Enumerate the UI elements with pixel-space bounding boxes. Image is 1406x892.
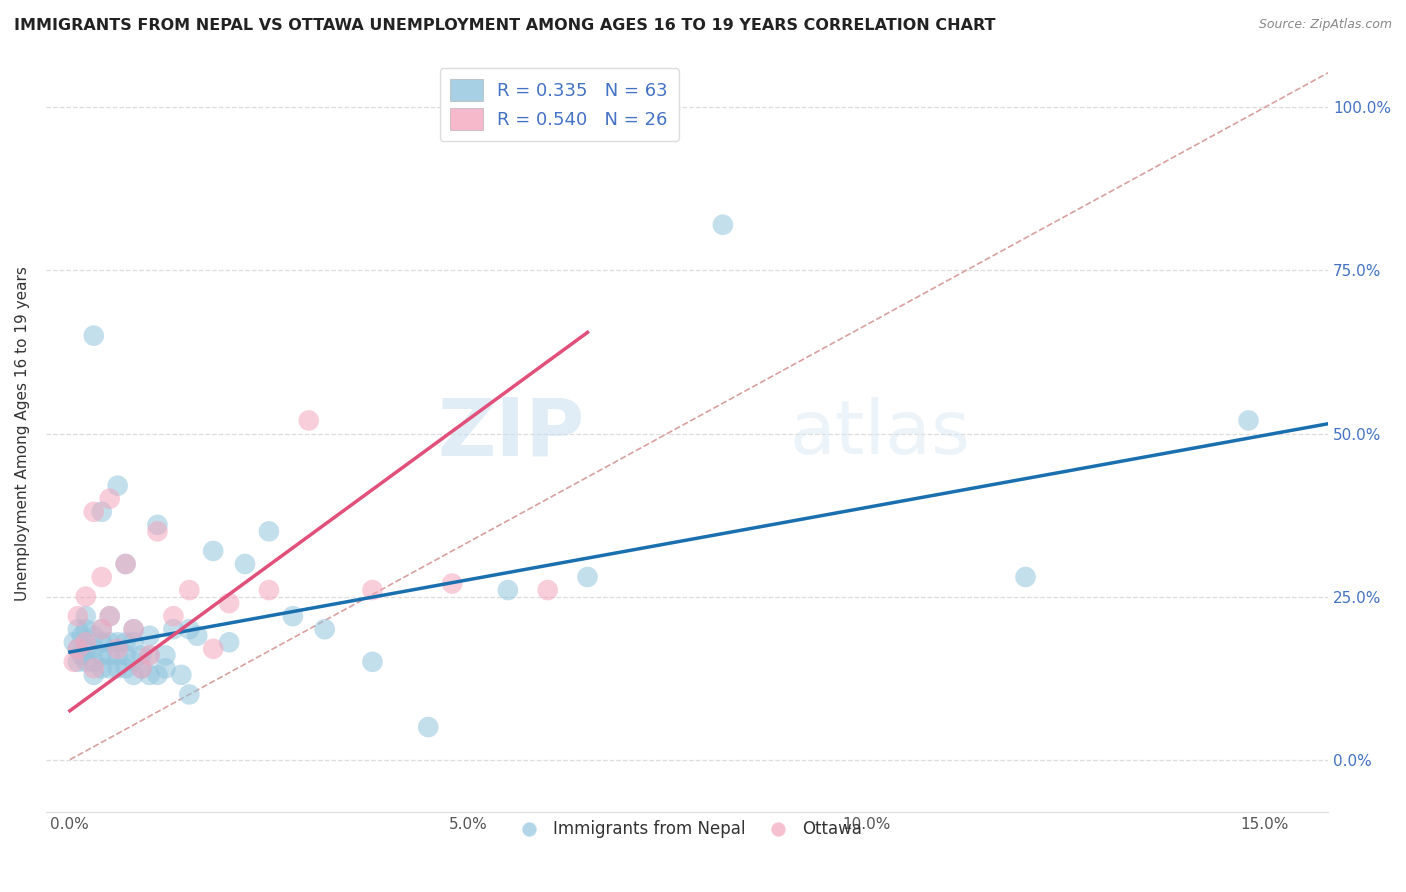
Point	[441, 576, 464, 591]
Point	[66, 655, 89, 669]
Point	[107, 648, 129, 663]
Point	[90, 570, 112, 584]
Point	[537, 583, 560, 598]
Text: atlas: atlas	[790, 397, 970, 470]
Legend: Immigrants from Nepal, Ottawa: Immigrants from Nepal, Ottawa	[506, 814, 869, 845]
Point	[83, 328, 105, 343]
Point	[202, 641, 225, 656]
Point	[90, 635, 112, 649]
Point	[70, 648, 93, 663]
Text: IMMIGRANTS FROM NEPAL VS OTTAWA UNEMPLOYMENT AMONG AGES 16 TO 19 YEARS CORRELATI: IMMIGRANTS FROM NEPAL VS OTTAWA UNEMPLOY…	[14, 18, 995, 33]
Point	[83, 661, 105, 675]
Point	[114, 557, 136, 571]
Point	[314, 622, 336, 636]
Point	[418, 720, 440, 734]
Point	[122, 668, 145, 682]
Point	[63, 655, 86, 669]
Point	[131, 661, 153, 675]
Point	[138, 629, 160, 643]
Point	[218, 635, 240, 649]
Point	[179, 583, 201, 598]
Point	[83, 668, 105, 682]
Point	[138, 648, 160, 663]
Y-axis label: Unemployment Among Ages 16 to 19 years: Unemployment Among Ages 16 to 19 years	[15, 266, 30, 601]
Point	[179, 622, 201, 636]
Point	[1237, 413, 1260, 427]
Point	[66, 609, 89, 624]
Point	[233, 557, 256, 571]
Point	[1014, 570, 1036, 584]
Point	[98, 635, 121, 649]
Point	[107, 479, 129, 493]
Point	[496, 583, 519, 598]
Point	[63, 635, 86, 649]
Point	[162, 622, 184, 636]
Point	[170, 668, 193, 682]
Point	[114, 661, 136, 675]
Point	[138, 648, 160, 663]
Point	[75, 590, 97, 604]
Point	[83, 629, 105, 643]
Point	[122, 635, 145, 649]
Point	[122, 622, 145, 636]
Point	[202, 544, 225, 558]
Point	[257, 524, 280, 539]
Point	[131, 648, 153, 663]
Text: Source: ZipAtlas.com: Source: ZipAtlas.com	[1258, 18, 1392, 31]
Point	[361, 655, 384, 669]
Point	[146, 668, 169, 682]
Point	[66, 641, 89, 656]
Point	[90, 648, 112, 663]
Point	[131, 661, 153, 675]
Point	[98, 609, 121, 624]
Point	[122, 622, 145, 636]
Point	[75, 609, 97, 624]
Point	[90, 505, 112, 519]
Point	[711, 218, 734, 232]
Point	[179, 688, 201, 702]
Point	[146, 517, 169, 532]
Point	[138, 668, 160, 682]
Point	[361, 583, 384, 598]
Point	[162, 609, 184, 624]
Point	[75, 635, 97, 649]
Point	[98, 609, 121, 624]
Point	[98, 491, 121, 506]
Point	[75, 622, 97, 636]
Text: ZIP: ZIP	[437, 394, 585, 473]
Point	[75, 641, 97, 656]
Point	[83, 505, 105, 519]
Point	[122, 655, 145, 669]
Point	[155, 661, 177, 675]
Point	[75, 655, 97, 669]
Point	[298, 413, 321, 427]
Point	[98, 648, 121, 663]
Point	[281, 609, 304, 624]
Point	[107, 661, 129, 675]
Point	[155, 648, 177, 663]
Point	[114, 557, 136, 571]
Point	[83, 641, 105, 656]
Point	[83, 655, 105, 669]
Point	[107, 635, 129, 649]
Point	[114, 648, 136, 663]
Point	[218, 596, 240, 610]
Point	[90, 661, 112, 675]
Point	[107, 641, 129, 656]
Point	[66, 641, 89, 656]
Point	[257, 583, 280, 598]
Point	[146, 524, 169, 539]
Point	[90, 622, 112, 636]
Point	[90, 622, 112, 636]
Point	[70, 629, 93, 643]
Point	[114, 635, 136, 649]
Point	[98, 661, 121, 675]
Point	[186, 629, 208, 643]
Point	[576, 570, 599, 584]
Point	[66, 622, 89, 636]
